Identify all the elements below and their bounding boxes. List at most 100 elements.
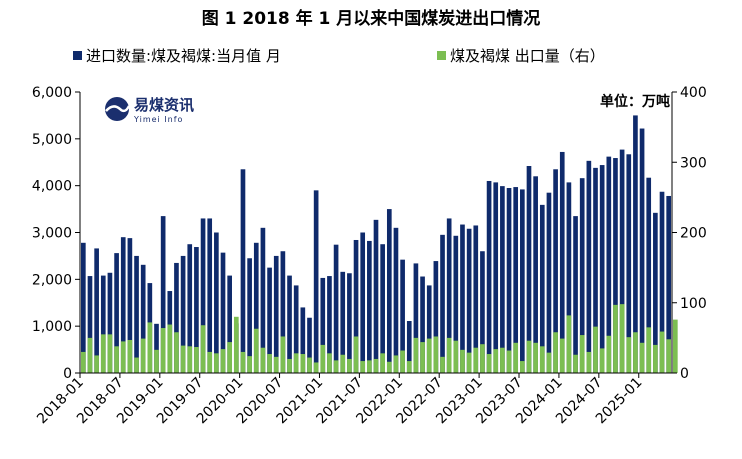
- export-bar-2018-03: [94, 355, 99, 373]
- right-tick-label: 300: [680, 155, 707, 171]
- export-bar-2020-01: [240, 351, 246, 373]
- import-bar-2018-12: [154, 323, 159, 373]
- import-bar-2022-10: [460, 224, 465, 373]
- import-bar-2020-02: [247, 258, 252, 373]
- import-bar-2025-05: [666, 195, 672, 373]
- export-bar-2018-02: [87, 337, 93, 374]
- legend-label-export: 煤及褐煤 出口量（右）: [450, 47, 605, 65]
- import-bar-2022-01: [400, 259, 405, 373]
- import-bar-2022-06: [433, 261, 439, 373]
- import-bar-2020-12: [313, 190, 319, 373]
- import-bar-2024-04: [579, 178, 585, 373]
- import-bar-2018-07: [120, 237, 126, 373]
- export-bar-2025-05: [666, 339, 672, 373]
- export-bar-2022-11: [466, 352, 472, 373]
- export-bar-2023-12: [553, 332, 558, 373]
- import-bar-2024-03: [573, 216, 578, 373]
- left-tick-label: 5,000: [32, 132, 72, 148]
- export-bar-2018-09: [134, 357, 139, 373]
- export-bar-2023-09: [533, 342, 538, 373]
- export-bar-2025-02: [646, 327, 652, 373]
- import-bar-2020-05: [267, 267, 272, 374]
- import-bar-2023-08: [526, 166, 532, 373]
- export-bar-2018-05: [107, 334, 113, 373]
- logo-wave-icon: [105, 105, 131, 113]
- import-bar-2022-05: [426, 285, 432, 373]
- export-bar-2018-11: [147, 322, 153, 373]
- export-bar-2024-06: [593, 326, 598, 373]
- export-bar-2024-10: [619, 304, 625, 373]
- import-bar-2020-01: [240, 169, 246, 373]
- import-bar-2021-10: [380, 244, 385, 373]
- export-bar-2019-11: [227, 342, 232, 373]
- import-bar-2020-11: [307, 317, 312, 373]
- import-bar-2024-06: [593, 167, 598, 373]
- export-bar-2019-02: [167, 324, 173, 373]
- import-bar-2020-04: [260, 227, 266, 373]
- export-bar-2020-04: [260, 347, 266, 373]
- import-bar-2024-05: [586, 160, 592, 373]
- import-bar-2023-01: [480, 251, 485, 373]
- import-bar-2022-02: [406, 321, 412, 373]
- import-bar-2021-04: [340, 271, 346, 373]
- export-bar-2019-10: [220, 349, 226, 373]
- x-axis-ticks: 2018-012018-072019-012019-072020-012020-…: [34, 373, 646, 427]
- logo-name: 易煤资讯: [134, 96, 194, 114]
- export-bar-2020-07: [280, 336, 286, 373]
- export-bar-2023-11: [546, 352, 552, 373]
- right-axis-ticks: 0 100 200 300 400: [672, 85, 707, 382]
- import-bars: [81, 115, 672, 374]
- import-bar-2023-10: [539, 204, 545, 373]
- left-tick-label: 0: [63, 366, 72, 382]
- export-bar-2021-10: [380, 353, 385, 373]
- logo-emblem-icon: [105, 97, 129, 121]
- import-bar-2020-06: [273, 255, 279, 373]
- import-bar-2021-12: [393, 227, 399, 373]
- import-bar-2024-02: [566, 182, 572, 373]
- export-bar-2024-04: [579, 335, 585, 373]
- import-bar-2025-01: [639, 128, 645, 373]
- export-bar-2021-08: [367, 360, 372, 373]
- import-bar-2018-09: [134, 255, 139, 373]
- import-bar-2024-12: [633, 115, 638, 374]
- left-tick-label: 2,000: [32, 272, 72, 288]
- import-bar-2020-08: [287, 275, 292, 373]
- import-bar-2018-05: [107, 272, 113, 373]
- export-bar-2022-04: [420, 342, 425, 373]
- import-bar-2023-07: [520, 189, 525, 373]
- import-bar-2023-09: [533, 176, 538, 373]
- export-bar-2018-10: [140, 338, 146, 373]
- logo-subname: Yimei Info: [133, 115, 183, 124]
- export-bar-2018-08: [127, 339, 133, 373]
- export-bar-2023-07: [520, 361, 525, 373]
- export-bar-2023-01: [480, 344, 485, 373]
- right-tick-label: 100: [680, 296, 707, 312]
- import-bar-2019-09: [214, 232, 219, 373]
- export-bar-2024-05: [586, 351, 592, 373]
- export-bar-2019-03: [174, 332, 179, 373]
- import-bar-2021-03: [333, 244, 339, 373]
- import-bar-2022-07: [440, 234, 445, 373]
- import-bar-2024-11: [626, 154, 632, 373]
- import-bar-2018-04: [100, 275, 106, 373]
- import-bar-2020-07: [280, 251, 286, 373]
- left-axis-ticks: 0 1,000 2,000 3,000 4,000 5,000 6,000: [32, 85, 80, 382]
- import-bar-2025-03: [653, 212, 658, 373]
- export-bar-2023-06: [513, 342, 519, 373]
- export-bar-2019-05: [187, 346, 193, 373]
- left-tick-label: 3,000: [32, 226, 72, 242]
- import-bar-2019-10: [220, 252, 226, 373]
- export-bar-2019-09: [214, 353, 219, 373]
- logo: 易煤资讯 Yimei Info: [105, 96, 194, 124]
- import-bar-2020-10: [300, 307, 306, 373]
- export-bar-2022-08: [446, 337, 452, 374]
- export-bar-2020-12: [313, 362, 319, 373]
- import-bar-2023-12: [553, 169, 558, 373]
- export-bar-2022-09: [453, 340, 459, 373]
- export-bar-2024-12: [633, 332, 638, 373]
- export-bar-2022-07: [440, 356, 445, 373]
- export-bar-2022-06: [433, 336, 439, 373]
- import-bar-2022-04: [420, 276, 425, 373]
- import-bar-2020-09: [293, 285, 299, 373]
